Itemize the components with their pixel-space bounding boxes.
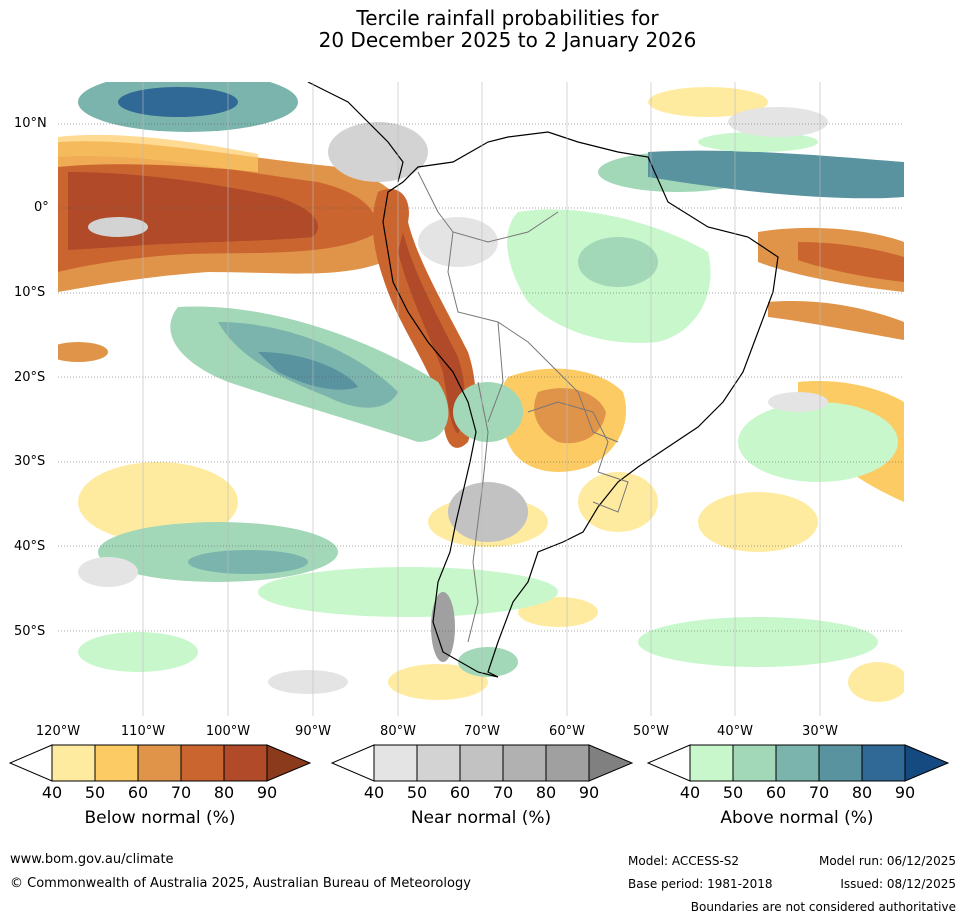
below-tick-50: 50	[84, 783, 106, 802]
below-swatch-2	[137, 744, 182, 782]
near-swatch-3	[502, 744, 547, 782]
below-tick-60: 60	[127, 783, 149, 802]
lat-label-40s: 40°S	[14, 539, 46, 554]
near-swatch-2	[459, 744, 504, 782]
above-tick-70: 70	[808, 783, 830, 802]
below-swatch-0	[51, 744, 96, 782]
above-tick-40: 40	[679, 783, 701, 802]
below-swatch-1	[94, 744, 139, 782]
model-run-text: Model run: 06/12/2025	[818, 854, 956, 868]
above-tick-80: 80	[851, 783, 873, 802]
below-tick-70: 70	[170, 783, 192, 802]
lon-label-40w: 40°W	[717, 724, 753, 739]
above-swatch-3	[818, 744, 863, 782]
above-normal-colorbar	[646, 744, 950, 782]
above-tick-60: 60	[765, 783, 787, 802]
lon-label-80w: 80°W	[380, 724, 416, 739]
graticule-lon	[142, 82, 821, 716]
below-normal-label: Below normal (%)	[84, 808, 236, 828]
map-title-line1: Tercile rainfall probabilities for	[356, 6, 659, 30]
near-tick-80: 80	[535, 783, 557, 802]
near-swatch-1	[416, 744, 461, 782]
below-normal-regions	[58, 87, 904, 702]
model-text: Model: ACCESS-S2	[628, 854, 740, 868]
near-normal-regions	[78, 107, 828, 694]
below-tick-80: 80	[213, 783, 235, 802]
lon-label-120w: 120°W	[35, 724, 81, 739]
near-tick-90: 90	[578, 783, 600, 802]
below-normal-colorbar	[8, 744, 312, 782]
below-swatch-5	[266, 744, 312, 782]
above-swatch-2	[775, 744, 820, 782]
near-swatch-5	[588, 744, 634, 782]
lon-label-70w: 70°W	[464, 724, 500, 739]
above-normal-regions	[78, 82, 904, 677]
below-tick-90: 90	[256, 783, 278, 802]
near-tick-50: 50	[406, 783, 428, 802]
above-tick-90: 90	[894, 783, 916, 802]
near-tick-60: 60	[449, 783, 471, 802]
south-america-coastline	[382, 131, 779, 678]
copyright-text: © Commonwealth of Australia 2025, Austra…	[10, 876, 471, 891]
below-swatch-4	[223, 744, 268, 782]
below-tick-40: 40	[41, 783, 63, 802]
lat-label-30s: 30°S	[14, 454, 46, 469]
base-period-text: Base period: 1981-2018	[628, 877, 773, 891]
above-swatch-1	[732, 744, 777, 782]
above-tick-50: 50	[722, 783, 744, 802]
near-swatch-4	[545, 744, 590, 782]
above-swatch-0	[689, 744, 734, 782]
lon-label-60w: 60°W	[549, 724, 585, 739]
lat-label-10n: 10°N	[14, 116, 47, 131]
near-normal-label: Near normal (%)	[410, 808, 552, 828]
lat-label-10s: 10°S	[14, 285, 46, 300]
issued-text: Issued: 08/12/2025	[840, 877, 956, 891]
near-tick-70: 70	[492, 783, 514, 802]
near-normal-colorbar	[330, 744, 634, 782]
above-normal-label: Above normal (%)	[720, 808, 874, 828]
near-tick-40: 40	[363, 783, 385, 802]
lon-label-100w: 100°W	[205, 724, 251, 739]
website-text: www.bom.gov.au/climate	[10, 852, 174, 867]
lon-label-110w: 110°W	[120, 724, 166, 739]
central-america-coastline	[307, 82, 404, 183]
lon-label-90w: 90°W	[295, 724, 331, 739]
graticule	[58, 123, 904, 632]
above-swatch-4	[861, 744, 906, 782]
rainfall-probability-map	[58, 82, 904, 716]
lat-label-20s: 20°S	[14, 370, 46, 385]
boundaries-note: Boundaries are not considered authoritat…	[690, 900, 956, 914]
lon-label-30w: 30°W	[802, 724, 838, 739]
lon-label-50w: 50°W	[633, 724, 669, 739]
lat-label-50s: 50°S	[14, 624, 46, 639]
lat-label-0: 0°	[34, 200, 49, 215]
above-swatch-5	[904, 744, 950, 782]
below-swatch-3	[180, 744, 225, 782]
map-title-line2: 20 December 2025 to 2 January 2026	[318, 28, 697, 52]
near-swatch-0	[373, 744, 418, 782]
